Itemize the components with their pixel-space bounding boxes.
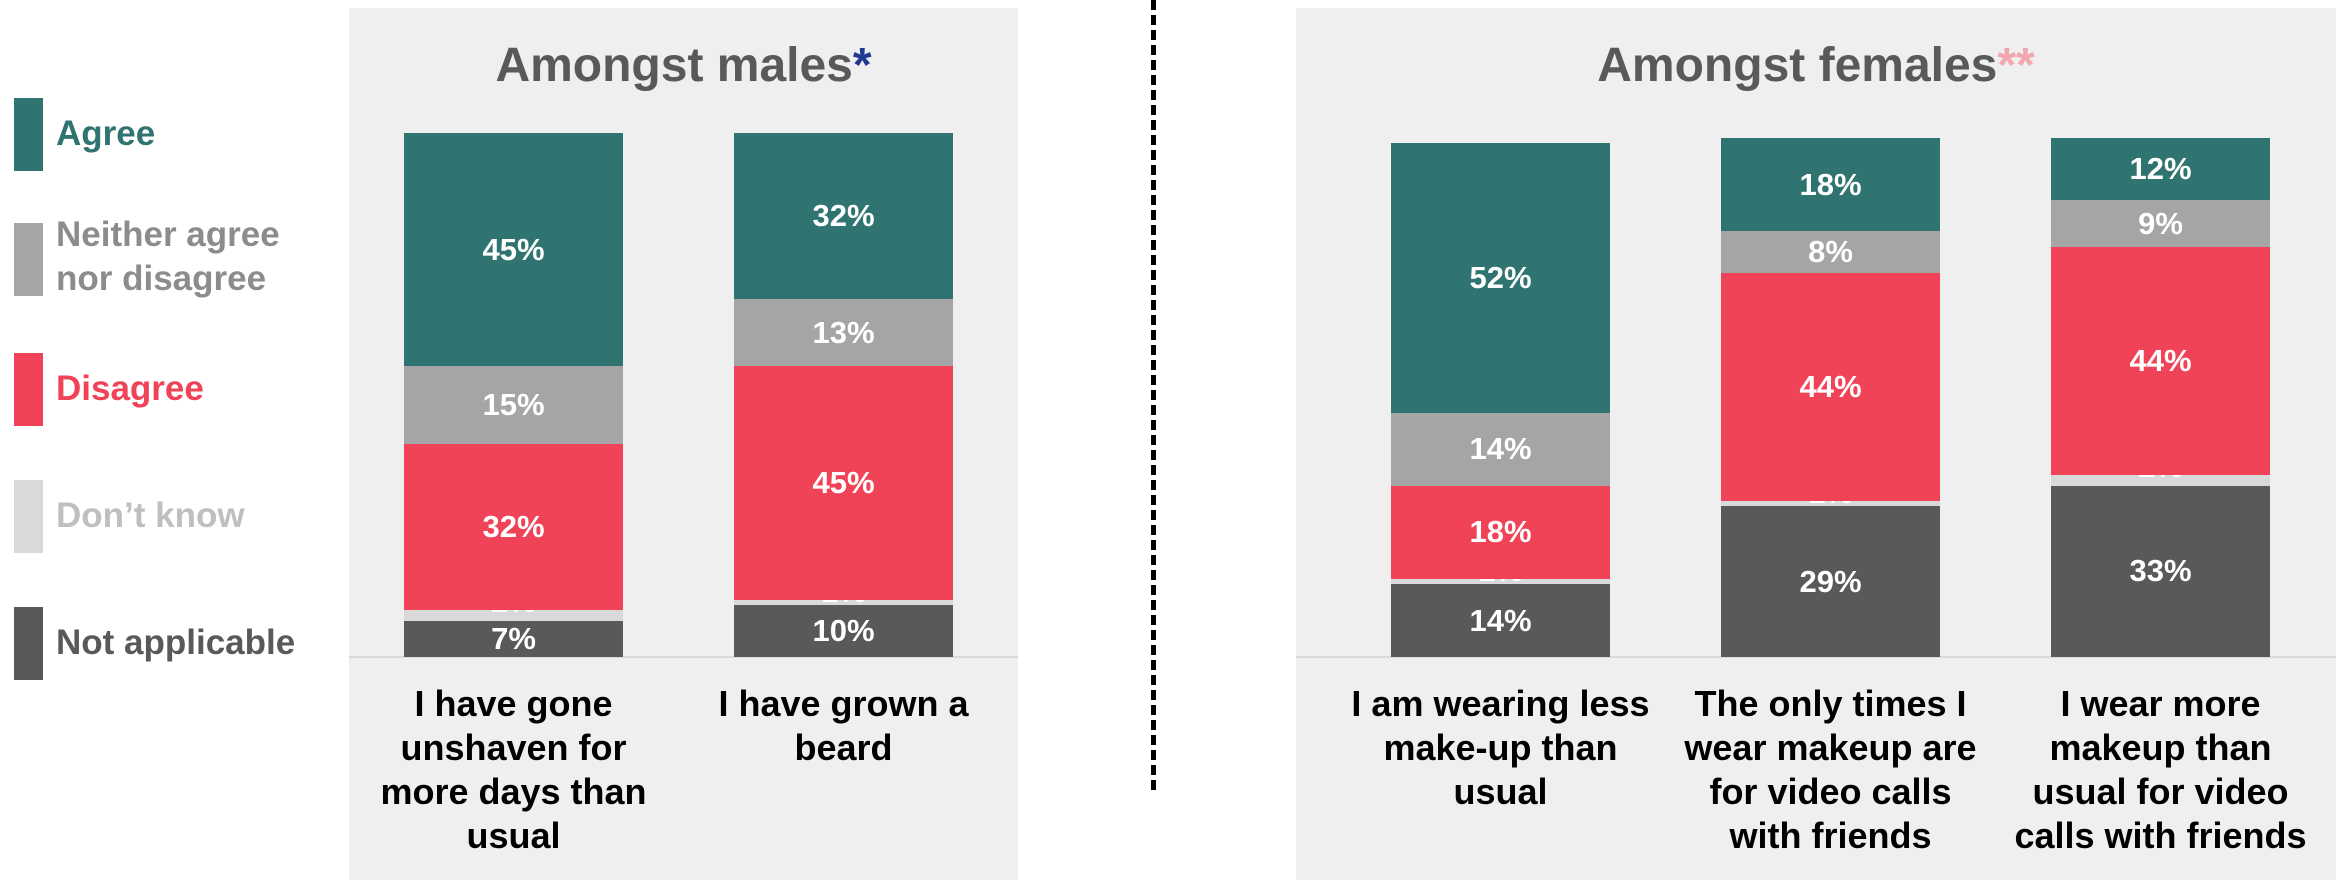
category-label-4: The only times I wear makeup are for vid…	[1684, 683, 1977, 856]
legend-swatch-dont-know	[14, 480, 43, 553]
bar-2-label-not-applicable: 10%	[812, 613, 875, 649]
bar-5-segment-neither	[2051, 200, 2270, 247]
bar-3-label-disagree: 18%	[1469, 514, 1532, 550]
males-asterisk: *	[852, 39, 872, 92]
legend-swatch-not-applicable	[14, 607, 43, 680]
bar-2-segment-dont-know	[734, 599, 953, 606]
bar-2-label-agree: 32%	[812, 197, 875, 233]
category-label-2: I have grown a beard	[718, 683, 969, 768]
bar-1-label-not-applicable: 7%	[491, 620, 536, 656]
category-label-5: I wear more makeup than usual for video …	[2014, 683, 2307, 856]
bar-5-label-neither: 9%	[2138, 205, 2183, 241]
bar-5-segment-disagree	[2051, 246, 2270, 476]
legend-label-agree: Agree	[56, 114, 156, 153]
bar-5-segment-dont-know	[2051, 475, 2270, 486]
bar-5-label-agree: 12%	[2129, 151, 2192, 187]
bar-4-segment-not-applicable	[1721, 506, 1940, 657]
females-asterisk: **	[1997, 39, 2035, 92]
males-baseline	[349, 656, 1018, 658]
bar-4-label-neither: 8%	[1808, 234, 1853, 270]
bar-5-label-not-applicable: 33%	[2129, 553, 2192, 589]
bar-2-segment-disagree	[734, 366, 953, 600]
bar-3-segment-disagree	[1391, 485, 1610, 580]
legend-label-dont-know: Don’t know	[56, 496, 245, 535]
group-divider	[1151, 0, 1156, 790]
category-label-3: I am wearing less make-up than usual	[1351, 683, 1650, 812]
bar-3-segment-dont-know	[1391, 579, 1610, 585]
legend-swatch-neither	[14, 223, 43, 296]
bar-1-segment-agree	[404, 132, 623, 367]
bar-4-label-not-applicable: 29%	[1799, 563, 1862, 599]
bar-1-segment-neither	[404, 366, 623, 445]
bar-1-segment-disagree	[404, 444, 623, 611]
bar-4-segment-neither	[1721, 231, 1940, 273]
legend-label-not-applicable: Not applicable	[56, 623, 296, 662]
males-panel-title: Amongst males*	[495, 39, 872, 92]
bar-2-segment-neither	[734, 298, 953, 367]
bar-5-segment-not-applicable	[2051, 485, 2270, 657]
bar-1-segment-dont-know	[404, 610, 623, 621]
bar-3-label-not-applicable: 14%	[1469, 602, 1532, 638]
females-panel-title: Amongst females**	[1597, 39, 2035, 92]
bar-1-segment-not-applicable	[404, 620, 623, 657]
legend-swatch-disagree	[14, 353, 43, 426]
bar-3-segment-not-applicable	[1391, 584, 1610, 657]
bar-1-label-agree: 45%	[482, 231, 545, 267]
bar-3-label-neither: 14%	[1469, 431, 1532, 467]
bar-4-label-disagree: 44%	[1799, 369, 1862, 405]
bar-2-segment-not-applicable	[734, 605, 953, 657]
bar-4-segment-disagree	[1721, 272, 1940, 502]
bar-3-segment-agree	[1391, 143, 1610, 414]
bar-3-label-agree: 52%	[1469, 260, 1532, 296]
females-baseline	[1296, 656, 2336, 658]
bar-5-label-disagree: 44%	[2129, 343, 2192, 379]
bar-5-segment-agree	[2051, 138, 2270, 201]
bar-4-segment-agree	[1721, 138, 1940, 232]
bar-2-segment-agree	[734, 132, 953, 299]
legend-label-neither: Neither agree nor disagree	[56, 215, 280, 298]
bar-4-label-agree: 18%	[1799, 166, 1862, 202]
bar-4-segment-dont-know	[1721, 501, 1940, 507]
legend-swatch-agree	[14, 98, 43, 171]
legend-label-disagree: Disagree	[56, 369, 204, 408]
bar-2-label-neither: 13%	[812, 314, 875, 350]
bar-2-label-disagree: 45%	[812, 465, 875, 501]
bar-1-label-neither: 15%	[482, 387, 545, 423]
category-label-1: I have gone unshaven for more days than …	[380, 683, 647, 856]
bar-1-label-disagree: 32%	[482, 509, 545, 545]
bar-3-segment-neither	[1391, 413, 1610, 486]
